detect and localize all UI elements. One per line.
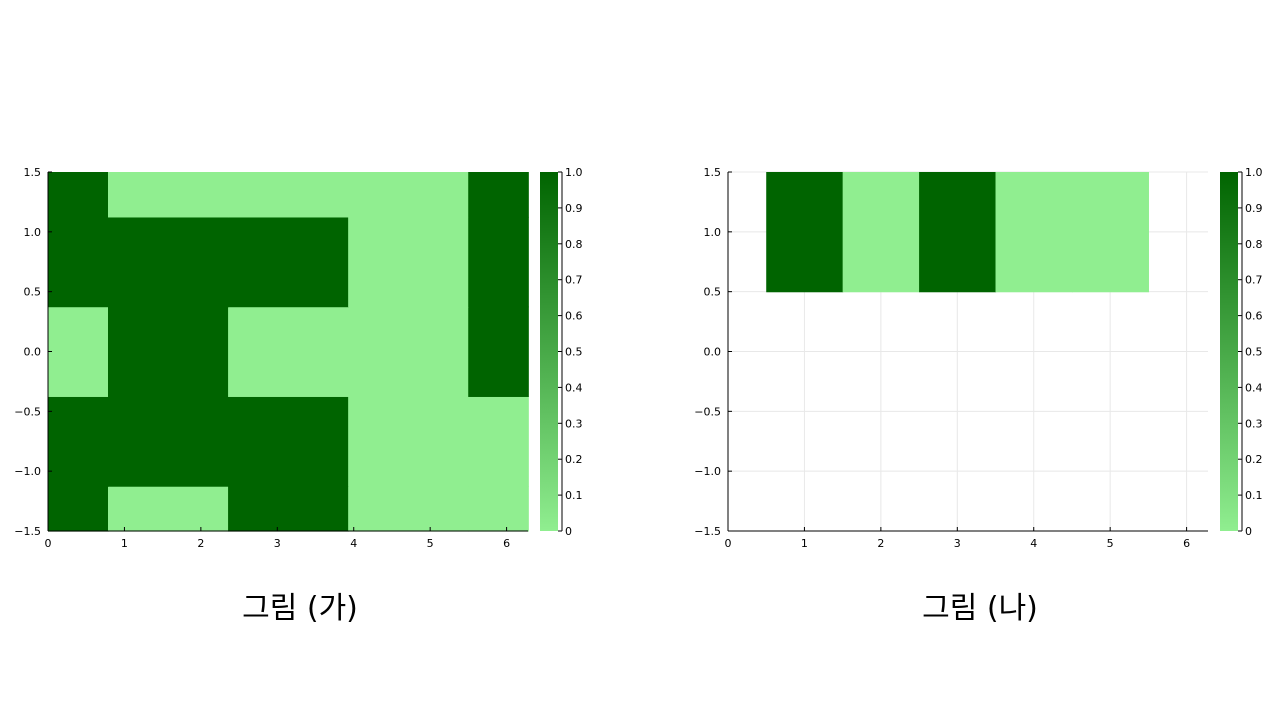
colorbar-tick-label: 0.4 bbox=[565, 381, 583, 394]
heatmap-cell bbox=[766, 172, 844, 293]
colorbar-tick-label: 0.3 bbox=[1245, 417, 1263, 430]
heatmap-cell bbox=[228, 172, 349, 218]
colorbar-tick-label: 0.5 bbox=[565, 346, 583, 359]
y-tick-label: −0.5 bbox=[14, 405, 41, 418]
y-tick-label: 0.0 bbox=[24, 346, 42, 359]
y-tick-label: 0.5 bbox=[24, 286, 42, 299]
heatmap-cell bbox=[228, 306, 349, 397]
heatmap-cell bbox=[468, 172, 529, 218]
heatmap-cell bbox=[1071, 172, 1149, 293]
y-tick-label: −1.0 bbox=[14, 465, 41, 478]
heatmap-cell bbox=[48, 216, 109, 308]
heatmap-panel-a: 0 1 2 3 4 5 6 −1.5 −1.0 −0.5 0.0 0.5 1.0 1.5 0 0.1 0.2 0.… bbox=[14, 166, 582, 626]
heatmap-cell bbox=[108, 216, 229, 308]
heatmap-cell bbox=[348, 306, 469, 397]
heatmap-cell bbox=[348, 396, 469, 487]
heatmap-panel-b: 0 1 2 3 4 5 6 −1.5 −1.0 −0.5 0.0 0.5 1.0 1.5 0 0.1 0.2 0.… bbox=[694, 166, 1262, 626]
x-tick-label: 6 bbox=[503, 537, 510, 550]
heatmap-cell bbox=[468, 486, 529, 532]
y-tick-label: 0.0 bbox=[704, 346, 722, 359]
colorbar-tick-label: 1.0 bbox=[1245, 166, 1263, 179]
colorbar-tick-label: 0 bbox=[1245, 525, 1252, 538]
heatmap-cell bbox=[228, 486, 349, 532]
heatmap-cell bbox=[995, 172, 1073, 293]
x-tick-label: 5 bbox=[427, 537, 434, 550]
colorbar-tick-label: 0.1 bbox=[1245, 489, 1263, 502]
colorbar-tick-label: 1.0 bbox=[565, 166, 583, 179]
heatmap-cell bbox=[108, 486, 229, 532]
x-tick-label: 1 bbox=[801, 537, 808, 550]
y-tick-label: 1.0 bbox=[704, 226, 722, 239]
heatmap-cell bbox=[48, 486, 109, 532]
figure-caption: 그림 (가) bbox=[242, 591, 358, 626]
colorbar-tick-label: 0.4 bbox=[1245, 381, 1263, 394]
heatmap-cell bbox=[48, 306, 109, 397]
colorbar-tick-label: 0.7 bbox=[1245, 274, 1263, 287]
x-tick-label: 3 bbox=[954, 537, 961, 550]
x-tick-label: 1 bbox=[121, 537, 128, 550]
y-tick-label: −1.5 bbox=[694, 525, 721, 538]
heatmap-cell bbox=[48, 172, 109, 218]
colorbar-tick-label: 0.6 bbox=[1245, 310, 1263, 323]
x-tick-label: 3 bbox=[274, 537, 281, 550]
x-tick-label: 6 bbox=[1183, 537, 1190, 550]
x-tick-label: 5 bbox=[1107, 537, 1114, 550]
colorbar-tick-label: 0.2 bbox=[1245, 453, 1263, 466]
y-tick-label: −0.5 bbox=[694, 405, 721, 418]
heatmap-cell bbox=[108, 396, 229, 487]
y-tick-label: −1.5 bbox=[14, 525, 41, 538]
colorbar-tick-label: 0.9 bbox=[565, 202, 583, 215]
heatmap-cell bbox=[228, 216, 349, 308]
y-tick-label: 1.0 bbox=[24, 226, 42, 239]
colorbar bbox=[1220, 172, 1238, 531]
heatmap-cell bbox=[108, 306, 229, 397]
colorbar-tick-label: 0.8 bbox=[565, 238, 583, 251]
heatmap-cell bbox=[468, 216, 529, 308]
colorbar-tick-label: 0.9 bbox=[1245, 202, 1263, 215]
heatmap-cell bbox=[919, 172, 997, 293]
heatmap-cell bbox=[348, 216, 469, 308]
heatmap-cell bbox=[348, 172, 469, 218]
colorbar-tick-label: 0 bbox=[565, 525, 572, 538]
colorbar-tick-label: 0.6 bbox=[565, 310, 583, 323]
heatmap-cell bbox=[468, 396, 529, 487]
heatmap-cell bbox=[108, 172, 229, 218]
heatmap-cell bbox=[842, 172, 920, 293]
x-tick-label: 0 bbox=[725, 537, 732, 550]
y-tick-label: 1.5 bbox=[704, 166, 722, 179]
x-tick-label: 4 bbox=[1030, 537, 1037, 550]
colorbar-tick-label: 0.2 bbox=[565, 453, 583, 466]
x-tick-label: 0 bbox=[45, 537, 52, 550]
heatmap-cell bbox=[228, 396, 349, 487]
y-tick-label: 0.5 bbox=[704, 286, 722, 299]
colorbar bbox=[540, 172, 558, 531]
colorbar-tick-label: 0.1 bbox=[565, 489, 583, 502]
heatmap-cell bbox=[48, 396, 109, 487]
y-tick-label: 1.5 bbox=[24, 166, 42, 179]
figure-caption: 그림 (나) bbox=[922, 591, 1038, 626]
y-tick-label: −1.0 bbox=[694, 465, 721, 478]
x-tick-label: 4 bbox=[350, 537, 357, 550]
colorbar-tick-label: 0.8 bbox=[1245, 238, 1263, 251]
heatmap-cell bbox=[348, 486, 469, 532]
colorbar-tick-label: 0.7 bbox=[565, 274, 583, 287]
colorbar-tick-label: 0.3 bbox=[565, 417, 583, 430]
x-tick-label: 2 bbox=[877, 537, 884, 550]
x-tick-label: 2 bbox=[197, 537, 204, 550]
colorbar-tick-label: 0.5 bbox=[1245, 346, 1263, 359]
heatmap-cell bbox=[468, 306, 529, 397]
